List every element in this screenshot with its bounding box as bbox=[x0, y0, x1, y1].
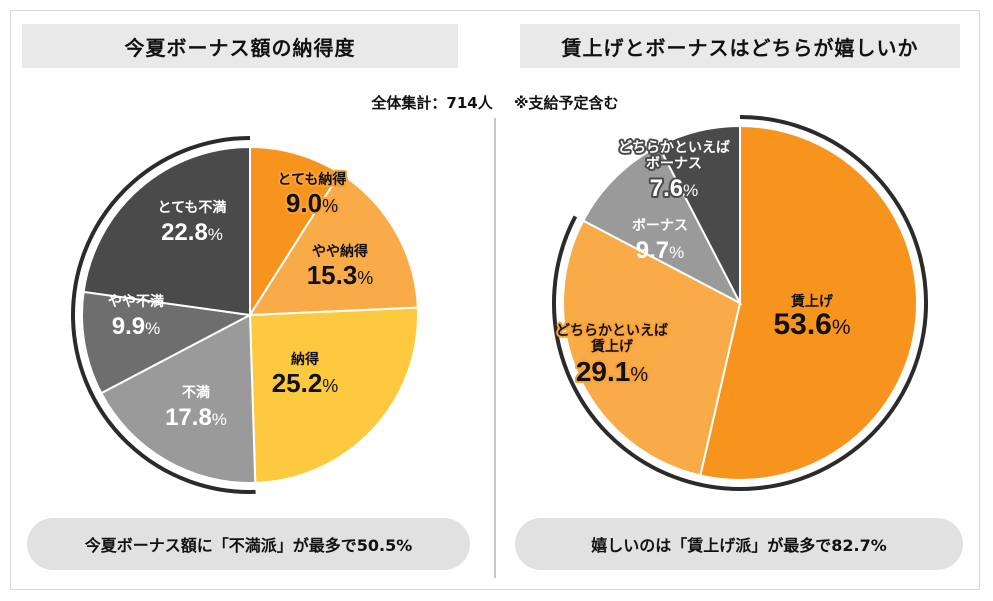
respondent-total: 全体集計：714人 bbox=[371, 94, 493, 112]
slice-label-3-line-1: ボーナス bbox=[646, 156, 702, 172]
slice-label-2: 納得 bbox=[291, 351, 319, 368]
highlight-arc bbox=[71, 136, 256, 494]
slice-value-2: 25.2% bbox=[272, 368, 339, 398]
pie-chart-raise-vs-bonus: 賃上げ53.6%どちらかといえば賃上げ29.1%ボーナス9.7%どちらかといえば… bbox=[552, 115, 928, 491]
slice-label-1-line-1: 賃上げ bbox=[590, 338, 634, 355]
slice-label-2: ボーナス bbox=[632, 218, 688, 234]
right-summary-pill: 嬉しいのは「賃上げ派」が最多で82.7% bbox=[515, 518, 963, 570]
pie-slice-2 bbox=[581, 144, 743, 306]
slice-value-3: 17.8% bbox=[165, 404, 227, 431]
panel-divider bbox=[494, 118, 496, 578]
pie-slice-5 bbox=[82, 145, 251, 317]
slice-value-4: 9.9% bbox=[112, 313, 161, 340]
pie-slice-0 bbox=[699, 124, 918, 481]
slice-value-1: 15.3% bbox=[307, 260, 374, 290]
right-chart-title: 賃上げとボーナスはどちらが嬉しいか bbox=[520, 24, 960, 68]
slice-label-1-line-0: どちらかといえば bbox=[556, 323, 668, 339]
slice-value-1: 29.1% bbox=[576, 356, 649, 387]
slice-label-3: 不満 bbox=[182, 384, 210, 401]
pie-slice-4 bbox=[81, 290, 254, 395]
slice-label-1: やや納得 bbox=[312, 243, 368, 260]
slice-value-0: 53.6% bbox=[773, 308, 850, 341]
pie-slice-1 bbox=[248, 171, 419, 317]
slice-value-0: 9.0% bbox=[286, 188, 338, 218]
slice-label-4: やや不満 bbox=[108, 293, 164, 310]
slice-label-0: とても納得 bbox=[278, 171, 347, 188]
survey-note: ※支給予定含む bbox=[513, 94, 619, 112]
slice-label-3-line-0: どちらかといえば bbox=[618, 140, 730, 156]
slice-value-2: 9.7% bbox=[636, 237, 685, 264]
slice-value-3: 7.6% bbox=[650, 175, 699, 202]
survey-subtitle: 全体集計：714人 ※支給予定含む bbox=[0, 92, 990, 113]
pie-slice-3 bbox=[99, 313, 257, 484]
slice-label-5: とても不満 bbox=[158, 199, 227, 216]
pie-slice-3 bbox=[657, 124, 741, 304]
highlight-arc bbox=[552, 115, 928, 491]
slice-label-0: 賃上げ bbox=[790, 293, 834, 310]
pie-slice-2 bbox=[248, 306, 419, 484]
pie-slice-0 bbox=[249, 145, 342, 319]
left-chart-title: 今夏ボーナス額の納得度 bbox=[22, 24, 458, 68]
slice-value-5: 22.8% bbox=[161, 219, 223, 246]
pie-slice-1 bbox=[562, 219, 742, 477]
left-summary-pill: 今夏ボーナス額に「不満派」が最多で50.5% bbox=[27, 518, 470, 570]
